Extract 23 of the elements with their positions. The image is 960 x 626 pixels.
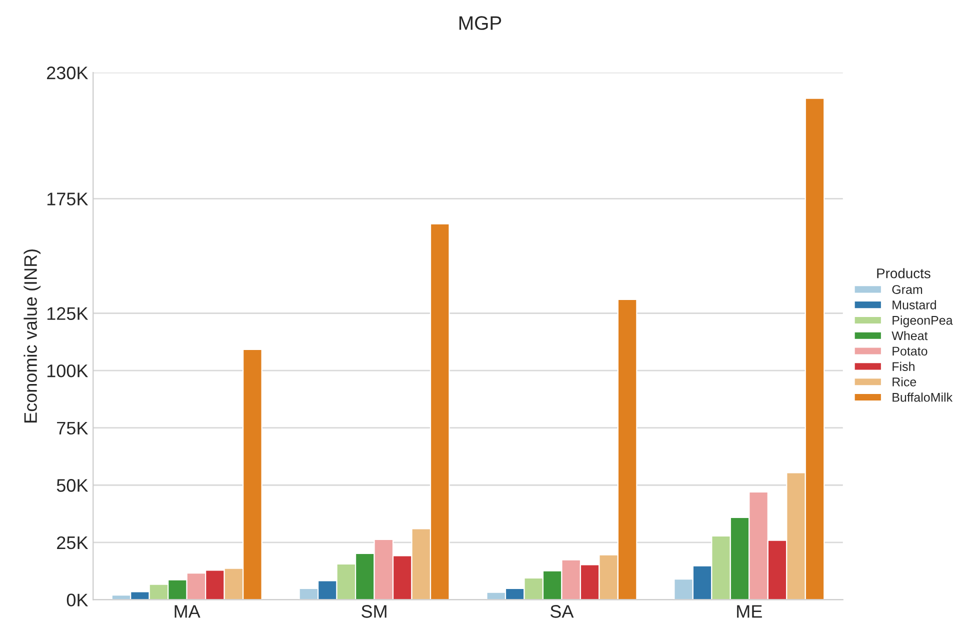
legend-label: PigeonPea [892, 316, 953, 328]
legend-label: Rice [892, 377, 916, 386]
legend-title: Products [877, 268, 930, 278]
y-tick-label: 25K [57, 536, 88, 550]
x-tick-label: SM [362, 605, 386, 618]
y-tick-label: 175K [47, 192, 88, 206]
x-tick-label: MA [174, 605, 200, 618]
y-tick-label: 0K [66, 594, 88, 606]
y-tick-label: 50K [56, 479, 88, 492]
y-axis-title: Economic value (INR) [24, 249, 41, 422]
legend-label: Gram [892, 285, 922, 294]
y-tick-label: 100K [47, 364, 88, 378]
chart-title: MGP [459, 16, 502, 30]
legend-label: Fish [892, 362, 914, 371]
x-tick-label: ME [737, 605, 762, 618]
legend-label: Mustard [892, 300, 936, 310]
y-tick-label: 75K [57, 422, 88, 435]
legend-label: Potato [892, 346, 928, 356]
legend-label: BuffaloMilk [892, 392, 953, 402]
legend-label: Wheat [892, 330, 928, 340]
y-tick-label: 125K [47, 307, 88, 320]
y-tick-label: 230K [47, 66, 88, 80]
x-tick-label: SA [550, 605, 574, 618]
